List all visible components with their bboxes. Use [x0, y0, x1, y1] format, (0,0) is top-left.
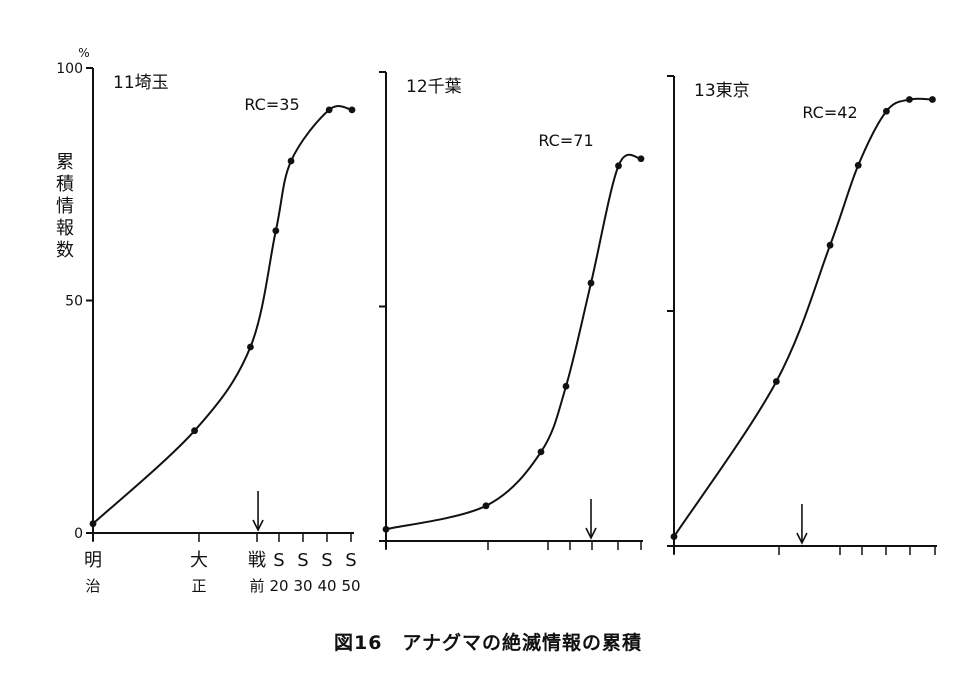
x-tick-label: S [273, 550, 284, 571]
y-axis-title-char: 情 [56, 196, 74, 217]
x-tick-label: S [345, 550, 356, 571]
rc-annotation: RC=42 [802, 103, 857, 122]
data-point [272, 227, 280, 235]
figure-caption: 図16 アナグマの絶滅情報の累積 [333, 632, 643, 654]
series-line [673, 97, 933, 538]
data-point [637, 155, 645, 163]
panel-title: 12千葉 [406, 77, 462, 97]
y-unit-label: % [78, 46, 89, 60]
data-point [287, 157, 295, 165]
panel-3 [667, 75, 937, 555]
data-point [191, 427, 198, 435]
panel-title: 13東京 [694, 81, 750, 101]
x-tick-label: 戦 [248, 550, 266, 571]
data-point [670, 533, 678, 540]
data-point [772, 378, 780, 385]
data-point [826, 241, 834, 249]
series-line [385, 153, 642, 531]
data-point [882, 107, 890, 115]
x-tick-label: 大 [190, 550, 208, 571]
data-point [325, 106, 333, 114]
rc-annotation: RC=71 [538, 131, 593, 150]
x-tick-label: 前 [249, 577, 264, 595]
y-tick-label: 50 [65, 294, 83, 310]
data-point [247, 343, 254, 351]
y-axis-title-char: 累 [56, 152, 74, 173]
y-axis-title-char: 報 [56, 218, 74, 239]
data-point [382, 525, 390, 533]
data-point [587, 279, 595, 287]
x-tick-label: 20 [269, 577, 288, 595]
x-tick-label: 40 [317, 577, 336, 595]
x-tick-label: 明 [84, 550, 102, 571]
y-tick-label: 100 [56, 61, 83, 77]
y-tick-label: 0 [74, 526, 83, 542]
x-tick-label: S [297, 550, 308, 571]
data-point [482, 502, 490, 510]
series-line [92, 105, 353, 525]
y-axis-title-char: 積 [56, 174, 74, 195]
x-tick-label: 治 [85, 577, 100, 595]
arrow-head [585, 527, 597, 540]
data-point [906, 96, 913, 103]
arrow-head [796, 532, 808, 545]
x-tick-label: 50 [341, 577, 360, 595]
x-tick-label: S [321, 550, 332, 571]
data-point [562, 382, 570, 390]
data-point [929, 96, 936, 103]
arrow-head [252, 519, 264, 532]
data-point [348, 106, 356, 114]
panel-1 [86, 67, 356, 542]
x-tick-label: 正 [191, 577, 206, 595]
rc-annotation: RC=35 [244, 95, 299, 114]
panel-title: 11埼玉 [113, 73, 169, 93]
data-point [615, 162, 622, 170]
panel-2 [379, 71, 645, 550]
y-axis-title-char: 数 [56, 240, 74, 261]
data-point [854, 161, 862, 169]
data-point [537, 448, 545, 456]
data-point [89, 520, 97, 528]
x-tick-label: 30 [293, 577, 312, 595]
